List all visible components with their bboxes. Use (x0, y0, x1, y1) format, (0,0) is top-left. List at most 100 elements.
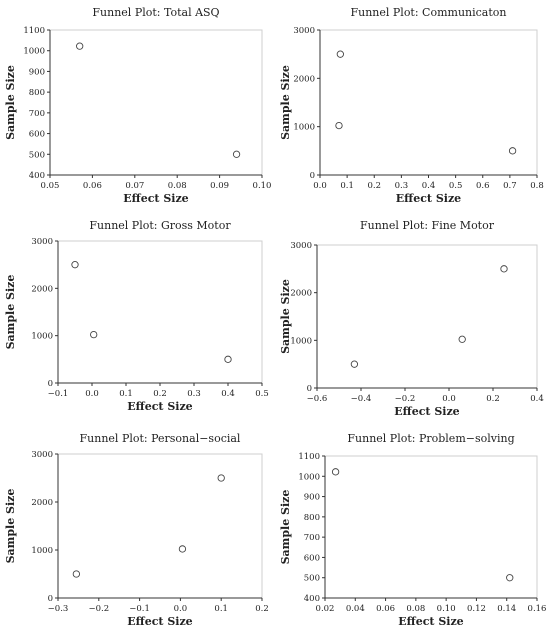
x-tick-label: −0.1 (48, 389, 69, 399)
y-tick-label: 3000 (31, 237, 53, 247)
data-point (336, 50, 344, 58)
chart-panel-problem-solving: Funnel Plot: Problem−solving 0.02 0.04 0.06… (275, 426, 550, 640)
y-axis-label: Sample Size (4, 275, 17, 350)
y-tick-label: 0 (307, 384, 312, 394)
x-axis-label: Effect Size (398, 615, 463, 628)
x-tick-label: 0.2 (486, 394, 500, 404)
y-tick-label: 3000 (290, 241, 312, 251)
x-tick-label: 0.16 (528, 604, 547, 614)
chart-panel-communication: Funnel Plot: Communicaton 0.0 0.1 0.2 0.3 0.4… (275, 0, 550, 213)
y-tick-label: 800 (304, 513, 320, 523)
x-tick-label: 0.08 (406, 604, 425, 614)
y-tick-label: 900 (304, 493, 320, 503)
x-tick-label: 0.10 (437, 604, 456, 614)
x-axis-label: Effect Size (394, 405, 459, 418)
x-tick-label: 0.08 (168, 181, 187, 191)
x-tick-label: 0.5 (449, 181, 463, 191)
x-tick-label: −0.2 (395, 394, 416, 404)
x-tick-label: 0.09 (210, 181, 229, 191)
x-tick-label: 0.5 (255, 389, 269, 399)
chart-title: Funnel Plot: Fine Motor (360, 219, 495, 232)
x-tick-label: 0.1 (340, 181, 354, 191)
x-axis-label: Effect Size (123, 192, 188, 205)
data-point (232, 150, 241, 158)
data-point (71, 261, 79, 269)
x-tick-label: 0.12 (467, 604, 486, 614)
y-tick-label: 1100 (298, 452, 320, 462)
y-tick-label: 2000 (31, 284, 53, 294)
x-tick-label: 0.0 (313, 181, 327, 191)
x-tick-label: −0.1 (129, 604, 150, 614)
x-tick-label: 0.06 (83, 181, 102, 191)
x-tick-label: −0.4 (351, 394, 372, 404)
chart-title: Funnel Plot: Communicaton (350, 6, 506, 19)
x-tick-label: 0.0 (174, 604, 188, 614)
y-tick-label: 1000 (290, 336, 312, 346)
y-tick-label: 2000 (293, 74, 315, 84)
x-tick-label: 0.2 (153, 389, 167, 399)
data-point (350, 360, 359, 368)
chart-title: Funnel Plot: Total ASQ (92, 6, 219, 19)
plot-frame (49, 29, 263, 176)
x-tick-label: 0.04 (346, 604, 365, 614)
x-tick-label: −0.6 (307, 394, 328, 404)
y-tick-label: 700 (29, 109, 45, 119)
data-point (178, 545, 187, 553)
plot-frame (319, 29, 538, 176)
y-axis-label: Sample Size (279, 65, 292, 140)
x-tick-label: 0.14 (497, 604, 516, 614)
y-tick-label: 600 (29, 130, 45, 140)
plot-frame (324, 455, 538, 599)
plot-frame (57, 240, 263, 384)
x-tick-label: 0.6 (476, 181, 490, 191)
data-point (506, 574, 514, 582)
x-tick-label: 0.10 (253, 181, 272, 191)
x-tick-label: 0.2 (255, 604, 269, 614)
x-tick-label: 0.3 (187, 389, 201, 399)
x-tick-label: 0.1 (119, 389, 133, 399)
chart-title: Funnel Plot: Personal−social (80, 432, 241, 445)
y-tick-label: 1000 (23, 47, 45, 57)
y-tick-label: 2000 (31, 498, 53, 508)
chart-panel-personal-social: Funnel Plot: Personal−social −0.3 −0.2 −0.1… (0, 426, 275, 640)
y-tick-label: 1000 (298, 472, 320, 482)
data-point (90, 330, 98, 339)
y-tick-label: 400 (29, 171, 45, 181)
y-axis-label: Sample Size (4, 489, 17, 564)
x-tick-label: 0.02 (316, 604, 335, 614)
x-tick-label: 0.0 (442, 394, 456, 404)
y-tick-label: 900 (29, 67, 45, 77)
chart-svg: Funnel Plot: Gross Motor −0.1 0.0 0.1 0.2 0.3… (4, 219, 269, 413)
data-point (331, 468, 340, 476)
x-tick-label: 0.8 (530, 181, 544, 191)
y-tick-label: 3000 (31, 450, 53, 460)
x-tick-label: 0.3 (395, 181, 409, 191)
x-tick-label: 0.4 (422, 181, 436, 191)
x-tick-label: 0.0 (85, 389, 99, 399)
data-point (72, 570, 81, 578)
chart-panel-fine-motor: Funnel Plot: Fine Motor −0.6 −0.4 −0.2 0.0 0.… (275, 213, 550, 426)
chart-svg: Funnel Plot: Personal−social −0.3 −0.2 −0.1… (4, 432, 269, 628)
x-tick-label: 0.7 (503, 181, 517, 191)
x-tick-label: −0.3 (48, 604, 69, 614)
x-tick-label: 0.07 (125, 181, 144, 191)
x-tick-label: 0.06 (376, 604, 395, 614)
y-axis-label: Sample Size (279, 279, 292, 354)
data-point (508, 147, 517, 155)
y-tick-label: 500 (29, 150, 45, 160)
y-tick-label: 0 (48, 594, 53, 604)
y-tick-label: 1000 (293, 123, 315, 133)
y-tick-label: 1000 (31, 332, 53, 342)
y-tick-label: 700 (304, 533, 320, 543)
x-tick-label: 0.4 (221, 389, 235, 399)
x-tick-label: 0.2 (367, 181, 381, 191)
x-tick-label: −0.2 (88, 604, 109, 614)
y-axis-label: Sample Size (4, 65, 17, 140)
x-tick-label: 0.4 (530, 394, 544, 404)
y-tick-label: 1000 (31, 546, 53, 556)
x-axis-label: Effect Size (396, 192, 461, 205)
y-tick-label: 3000 (293, 26, 315, 36)
data-point (76, 42, 84, 50)
data-point (335, 121, 343, 130)
y-tick-label: 500 (304, 574, 320, 584)
